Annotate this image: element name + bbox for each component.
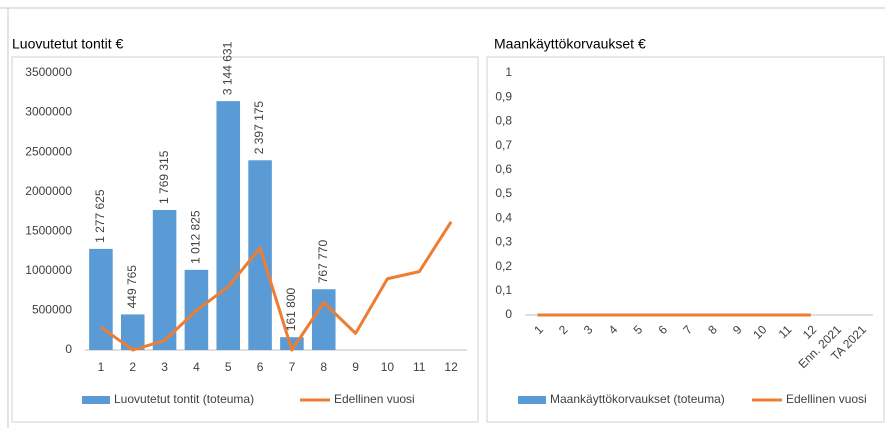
y-tick-label: 0,7 <box>495 138 512 152</box>
bar <box>89 248 113 350</box>
legend-swatch <box>82 396 110 404</box>
legend-label: Maankäyttökorvaukset (toteuma) <box>550 392 725 406</box>
y-tick-label: 0,8 <box>495 114 512 128</box>
x-tick-label: 7 <box>289 360 296 374</box>
y-tick-label: 0,4 <box>495 210 512 224</box>
data-label: 2 397 175 <box>252 101 266 155</box>
line-series <box>100 220 453 352</box>
x-tick-label: 8 <box>320 360 327 374</box>
y-tick-label: 0,3 <box>495 235 512 249</box>
y-tick-label: 500000 <box>32 303 72 317</box>
y-tick-label: 0,6 <box>495 162 512 176</box>
plot-panel <box>486 56 885 423</box>
x-tick-label: 10 <box>381 360 395 374</box>
chart-title: Maankäyttökorvaukset € <box>494 36 646 52</box>
x-tick-label: 9 <box>352 360 359 374</box>
data-label: 1 277 625 <box>93 189 107 243</box>
bar <box>152 209 177 350</box>
x-tick-label: 5 <box>225 360 232 374</box>
data-label: 449 765 <box>125 265 139 309</box>
y-tick-label: 3500000 <box>25 65 72 79</box>
data-label: 3 144 631 <box>220 41 234 95</box>
y-tick-label: 2000000 <box>25 184 72 198</box>
bar <box>248 160 272 350</box>
legend-label: Edellinen vuosi <box>786 392 867 406</box>
y-tick-label: 0 <box>505 307 512 321</box>
data-label: 161 800 <box>284 287 298 331</box>
y-tick-label: 1 <box>505 65 512 79</box>
y-tick-label: 1500000 <box>25 223 72 237</box>
x-tick-label: 11 <box>413 360 426 374</box>
data-label: 1 012 825 <box>189 210 203 264</box>
y-tick-label: 0,2 <box>495 259 512 273</box>
y-tick-label: 3000000 <box>25 105 72 119</box>
data-label: 1 769 315 <box>157 150 171 204</box>
y-tick-label: 0,5 <box>495 186 512 200</box>
legend-label: Edellinen vuosi <box>334 392 415 406</box>
y-tick-label: 0 <box>65 342 72 356</box>
x-tick-label: 1 <box>98 360 105 374</box>
legend-label: Luovutetut tontit (toteuma) <box>114 392 254 406</box>
y-tick-label: 0,1 <box>495 283 512 297</box>
legend-swatch <box>518 396 546 404</box>
bar <box>311 289 336 350</box>
x-tick-label: 12 <box>444 360 458 374</box>
bar <box>216 101 241 351</box>
plot-panel <box>11 56 479 423</box>
y-tick-label: 1000000 <box>25 263 72 277</box>
x-tick-label: 2 <box>129 360 136 374</box>
bar <box>120 314 145 350</box>
data-label: 767 770 <box>316 240 330 284</box>
y-tick-label: 0,9 <box>495 89 512 103</box>
x-tick-label: 6 <box>257 360 264 374</box>
x-tick-label: 3 <box>161 360 168 374</box>
y-tick-label: 2500000 <box>25 144 72 158</box>
x-tick-label: 4 <box>193 360 200 374</box>
chart-title: Luovutetut tontit € <box>12 36 124 52</box>
